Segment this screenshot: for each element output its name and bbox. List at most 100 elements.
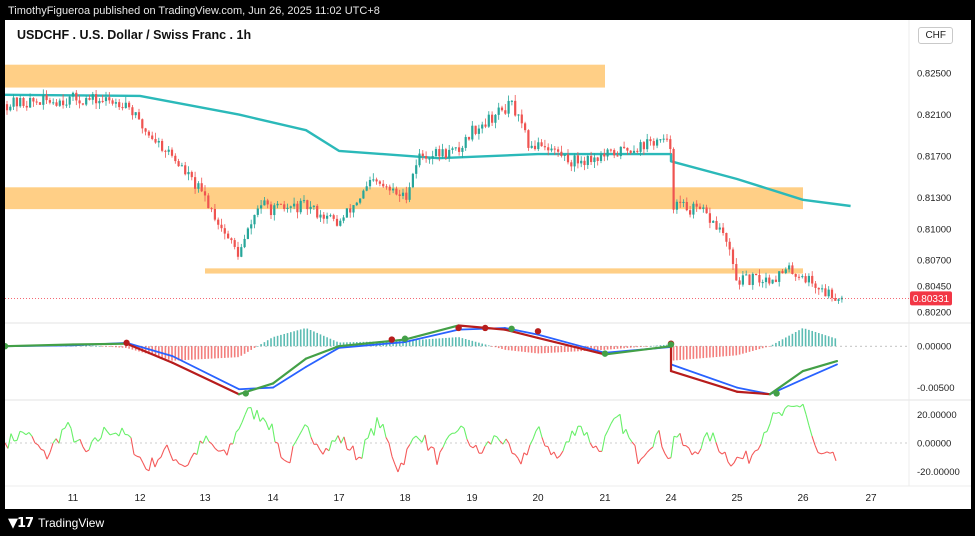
macd-hist-bar-68 [230, 346, 233, 358]
candle-body-230 [764, 277, 768, 283]
osc-seg-52 [160, 449, 165, 458]
macd-hist-bar-156 [521, 346, 523, 352]
osc-seg-60 [184, 464, 189, 468]
macd-line-seg-1 [71, 342, 128, 346]
macd-hist-bar-135 [451, 337, 454, 347]
candle-body-70 [236, 246, 240, 257]
macd-hist-bar-99 [332, 340, 335, 347]
candle-body-73 [246, 228, 249, 239]
candle-body-49 [167, 149, 170, 152]
osc-seg-243 [733, 456, 738, 464]
chart-svg[interactable]: USDCHF . U.S. Dollar / Swiss Franc . 1h … [1, 20, 971, 509]
osc-seg-15 [49, 443, 54, 453]
macd-hist-bar-229 [761, 346, 764, 349]
osc-seg-163 [493, 435, 498, 438]
macd-hist-bar-236 [785, 337, 787, 347]
osc-seg-44 [136, 455, 141, 458]
osc-seg-252 [760, 432, 765, 445]
osc-seg-130 [394, 464, 399, 473]
macd-hist-bar-162 [540, 346, 543, 354]
candle-body-26 [91, 94, 94, 100]
candle-body-35 [121, 107, 124, 109]
candle-body-212 [705, 207, 708, 214]
osc-seg-217 [655, 430, 660, 436]
macd-signal-line-seg-6 [305, 346, 340, 368]
osc-seg-18 [58, 429, 63, 444]
macd-hist-bar-210 [699, 346, 701, 359]
osc-seg-113 [343, 436, 348, 450]
candle-body-183 [609, 149, 612, 151]
candle-body-202 [672, 148, 675, 210]
candle-body-238 [791, 265, 794, 275]
candle-body-249 [827, 289, 830, 297]
macd-hist-bar-93 [313, 331, 315, 347]
osc-seg-177 [535, 426, 540, 432]
osc-seg-264 [796, 405, 801, 408]
candle-body-0 [5, 104, 9, 111]
macd-hist-bar-222 [738, 346, 741, 355]
osc-seg-29 [91, 437, 96, 442]
macd-hist-bar-185 [616, 346, 619, 349]
macd-hist-bar-167 [557, 346, 559, 353]
macd-hist-bar-24 [85, 345, 87, 347]
macd-hist-bar-29 [101, 346, 104, 347]
osc-seg-73 [223, 449, 228, 456]
candle-body-131 [438, 149, 441, 157]
macd-hist-bar-239 [794, 331, 797, 347]
osc-seg-220 [664, 453, 669, 459]
osc-seg-3 [13, 439, 18, 442]
macd-hist-bar-160 [534, 346, 536, 354]
osc-seg-162 [490, 435, 495, 445]
candle-body-87 [293, 203, 296, 207]
candle-body-19 [68, 96, 71, 105]
macd-signal-line-seg-2 [125, 341, 174, 358]
chart-title: USDCHF . U.S. Dollar / Swiss Franc . 1h [17, 28, 251, 42]
candle-body-65 [220, 224, 223, 229]
macd-line-seg-0 [3, 343, 75, 348]
osc-seg-225 [679, 433, 684, 446]
candle-body-51 [174, 155, 177, 162]
candle-body-241 [801, 276, 804, 278]
candle-body-203 [675, 201, 678, 210]
candle-body-129 [431, 156, 434, 159]
macd-hist-bar-158 [527, 346, 530, 353]
chart-area[interactable]: USDCHF . U.S. Dollar / Swiss Franc . 1h … [1, 20, 971, 509]
macd-hist-bar-57 [194, 346, 196, 360]
candle-body-24 [85, 98, 88, 105]
osc-seg-62 [190, 452, 195, 459]
candle-body-197 [656, 139, 659, 146]
candle-body-34 [118, 102, 121, 108]
macd-hist-bar-220 [732, 346, 734, 356]
macd-hist-bar-35 [121, 346, 124, 348]
candle-body-8 [32, 97, 35, 102]
macd-hist-bar-245 [814, 331, 817, 347]
macd-line-seg-3 [171, 361, 241, 396]
macd-hist-bar-190 [633, 346, 635, 348]
osc-seg-74 [226, 443, 231, 456]
macd-hist-bar-52 [177, 346, 180, 361]
macd-hist-bar-50 [171, 346, 173, 361]
macd-hist-bar-125 [418, 339, 421, 347]
macd-hist-bar-91 [306, 328, 309, 347]
macd-tick-0: 0.00000 [917, 342, 951, 353]
osc-seg-32 [100, 426, 105, 439]
osc-seg-190 [574, 426, 579, 436]
candle-body-111 [372, 179, 375, 181]
osc-seg-139 [421, 434, 426, 443]
osc-seg-114 [346, 448, 351, 451]
candle-body-37 [128, 102, 131, 108]
macd-line-seg-8 [403, 324, 460, 341]
osc-seg-64 [196, 440, 201, 455]
macd-line-seg-2 [125, 342, 174, 364]
currency-label[interactable]: CHF [918, 27, 953, 44]
macd-hist-bar-47 [161, 346, 163, 358]
candle-body-200 [665, 138, 669, 140]
osc-seg-134 [406, 444, 411, 450]
candle-body-141 [471, 125, 474, 140]
candle-body-128 [428, 158, 431, 160]
candle-body-46 [157, 140, 160, 143]
candle-body-99 [332, 215, 335, 219]
macd-hist-bar-208 [692, 346, 695, 359]
macd-hist-bar-94 [316, 332, 318, 347]
osc-seg-188 [568, 430, 573, 443]
